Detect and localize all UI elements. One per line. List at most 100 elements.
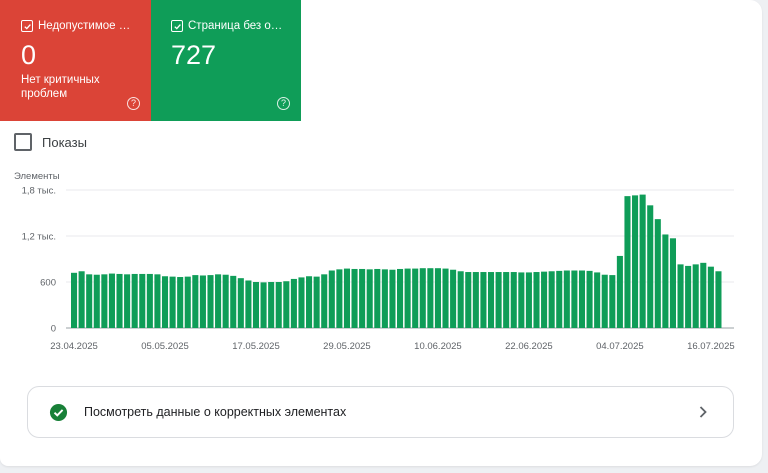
view-valid-items-link[interactable]: Посмотреть данные о корректных элементах (27, 386, 734, 438)
invalid-items-subtitle-line2: проблем (21, 88, 68, 100)
bar (192, 275, 199, 328)
bar (677, 264, 684, 328)
bar (154, 274, 161, 328)
valid-pages-label: Страница без ош... (188, 20, 287, 32)
bar (450, 269, 457, 328)
bar (412, 268, 419, 328)
help-icon[interactable]: ? (127, 97, 140, 110)
bar (359, 268, 366, 328)
bar (215, 274, 222, 328)
bar (252, 282, 260, 328)
help-icon[interactable]: ? (277, 97, 290, 110)
bar (404, 268, 411, 328)
y-tick-label: 0 (51, 324, 56, 335)
x-tick-label: 04.07.2025 (596, 341, 644, 352)
bar (632, 195, 639, 328)
bar (654, 219, 661, 328)
bar (442, 268, 449, 328)
bar (207, 275, 214, 328)
bar (260, 282, 267, 328)
view-valid-items-label: Посмотреть данные о корректных элементах (84, 405, 347, 419)
bar (268, 282, 275, 328)
x-tick-label: 16.07.2025 (687, 341, 735, 352)
invalid-items-count: 0 (21, 40, 37, 70)
bar (222, 274, 229, 328)
valid-pages-count: 727 (171, 40, 217, 70)
check-icon (23, 23, 31, 30)
bar (503, 272, 510, 328)
bar (624, 196, 631, 328)
x-tick-label: 10.06.2025 (414, 341, 462, 352)
invalid-items-header: Недопустимое з... (21, 20, 133, 32)
bar (419, 268, 426, 328)
y-tick-label: 1,2 тыс. (22, 232, 56, 243)
impressions-toggle[interactable]: Показы (14, 133, 87, 151)
bar (715, 271, 722, 328)
invalid-items-subtitle: Нет критичных проблем (21, 73, 121, 101)
bar (707, 266, 714, 328)
bar (472, 272, 479, 328)
y-tick-label: 1,8 тыс. (22, 186, 56, 197)
bar (427, 268, 434, 328)
bar (601, 274, 608, 328)
bar (336, 269, 343, 328)
bar (692, 264, 699, 328)
bar (525, 272, 532, 328)
bar (351, 268, 358, 328)
bar (518, 272, 525, 328)
bar (275, 282, 282, 328)
bar (639, 194, 646, 328)
bar (328, 270, 335, 328)
items-bar-chart: 0 600 1,2 тыс. 1,8 тыс. 23.04.2025 05.05.2025… (22, 186, 735, 353)
bar (230, 275, 237, 328)
bar (146, 273, 153, 328)
invalid-items-tile[interactable]: Недопустимое з... 0 Нет критичных пробле… (0, 0, 151, 121)
bar (86, 274, 93, 328)
bar (177, 277, 184, 328)
bar (685, 265, 692, 328)
bar (71, 272, 78, 328)
bar (290, 278, 297, 328)
bar (78, 271, 85, 328)
y-axis-title: Элементы (14, 171, 60, 182)
bar (609, 275, 616, 328)
bar (533, 272, 540, 328)
bar (700, 262, 707, 328)
invalid-checkbox[interactable] (21, 20, 33, 32)
bar (669, 238, 676, 328)
check-icon (173, 23, 181, 30)
bar (465, 272, 472, 328)
valid-pages-tile[interactable]: Страница без ош... 727 ? (151, 0, 301, 121)
impressions-checkbox[interactable] (14, 133, 32, 151)
bar (237, 278, 244, 328)
y-tick-label: 600 (40, 278, 56, 289)
bar (161, 276, 169, 328)
invalid-items-subtitle-line1: Нет критичных (21, 74, 100, 86)
bar (199, 275, 206, 328)
bar (184, 276, 191, 328)
bar (283, 281, 290, 328)
bar (108, 273, 115, 328)
bar (457, 271, 464, 328)
bar (563, 270, 570, 328)
bar (616, 255, 623, 328)
x-tick-label: 05.05.2025 (141, 341, 189, 352)
chevron-right-icon (699, 406, 707, 418)
bar (397, 268, 404, 328)
bar (381, 269, 388, 328)
bar (169, 276, 176, 328)
bar (374, 268, 381, 328)
bar (487, 272, 495, 328)
bar (578, 270, 586, 328)
bar (541, 271, 548, 328)
bar (662, 234, 669, 328)
bar (510, 272, 517, 328)
bar (298, 277, 305, 328)
bar (116, 273, 123, 328)
bar (321, 274, 328, 328)
bar (571, 270, 578, 328)
valid-checkbox[interactable] (171, 20, 183, 32)
bar (647, 205, 654, 328)
bar (389, 269, 396, 328)
x-tick-label: 17.05.2025 (232, 341, 280, 352)
